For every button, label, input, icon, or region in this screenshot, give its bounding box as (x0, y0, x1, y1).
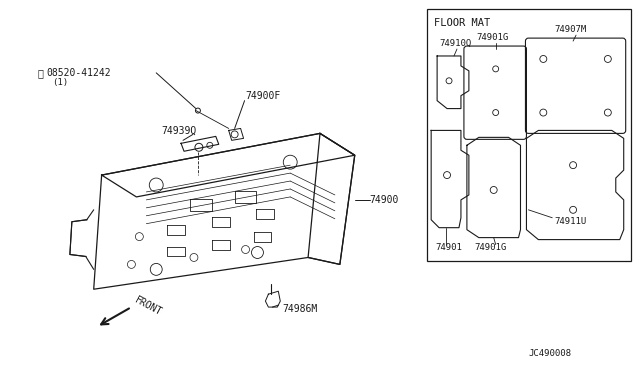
Bar (427, 9, 630, 262)
Text: FRONT: FRONT (133, 295, 164, 318)
Text: 74901G: 74901G (477, 33, 509, 42)
Text: 74901: 74901 (435, 243, 462, 252)
Text: JC490008: JC490008 (529, 349, 572, 358)
Text: 74900F: 74900F (246, 91, 281, 101)
Text: 08520-41242: 08520-41242 (46, 68, 111, 78)
Text: 74986M: 74986M (282, 304, 317, 314)
Text: (1): (1) (52, 78, 68, 87)
Text: 74911U: 74911U (554, 217, 586, 226)
Text: 74910Q: 74910Q (439, 39, 471, 48)
Text: 74901G: 74901G (475, 243, 507, 252)
Text: 74939Q: 74939Q (161, 125, 196, 135)
Text: 74907M: 74907M (554, 25, 586, 34)
Text: FLOOR MAT: FLOOR MAT (434, 18, 490, 28)
Text: 74900: 74900 (370, 195, 399, 205)
Text: Ⓢ: Ⓢ (37, 68, 43, 78)
